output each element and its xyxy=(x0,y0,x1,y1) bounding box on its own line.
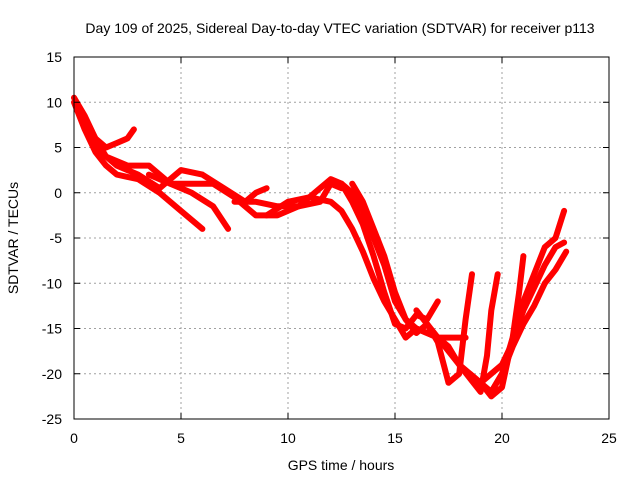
series-line-track-5 xyxy=(145,171,345,219)
x-tick-label: 10 xyxy=(280,430,296,446)
series-line-track-10 xyxy=(413,253,527,400)
series-line-track-9 xyxy=(349,180,501,395)
x-tick-label: 5 xyxy=(177,430,185,446)
x-tick-label: 25 xyxy=(601,430,617,446)
axis-ticks xyxy=(73,56,610,420)
series-line-track-3 xyxy=(77,108,232,232)
y-tick-label: 5 xyxy=(54,140,62,156)
series-line-track-12 xyxy=(477,239,568,386)
y-tick-label: -15 xyxy=(42,321,62,337)
y-axis-label: SDTVAR / TECUs xyxy=(5,182,21,294)
series-line-track-6 xyxy=(231,176,441,332)
chart-title: Day 109 of 2025, Sidereal Day-to-day VTE… xyxy=(85,20,594,36)
y-tick-label: -5 xyxy=(50,230,63,246)
y-tick-label: -20 xyxy=(42,366,62,382)
y-tick-label: 0 xyxy=(54,185,62,201)
series-line-track-13 xyxy=(488,248,570,395)
y-tick-label: -25 xyxy=(42,411,62,427)
x-tick-label: 15 xyxy=(387,430,403,446)
y-tick-labels: -25 -20 -15 -10 -5 0 5 10 15 xyxy=(42,49,62,427)
y-tick-label: -10 xyxy=(42,275,62,291)
x-tick-label: 0 xyxy=(70,430,78,446)
y-tick-label: 15 xyxy=(46,49,62,65)
x-tick-labels: 0 5 10 15 20 25 xyxy=(70,430,617,446)
series-group xyxy=(71,94,570,400)
y-tick-label: 10 xyxy=(46,94,62,110)
x-tick-label: 20 xyxy=(494,430,510,446)
grid-lines xyxy=(74,57,609,419)
x-axis-label: GPS time / hours xyxy=(288,457,395,473)
series-line-track-4 xyxy=(81,117,270,205)
